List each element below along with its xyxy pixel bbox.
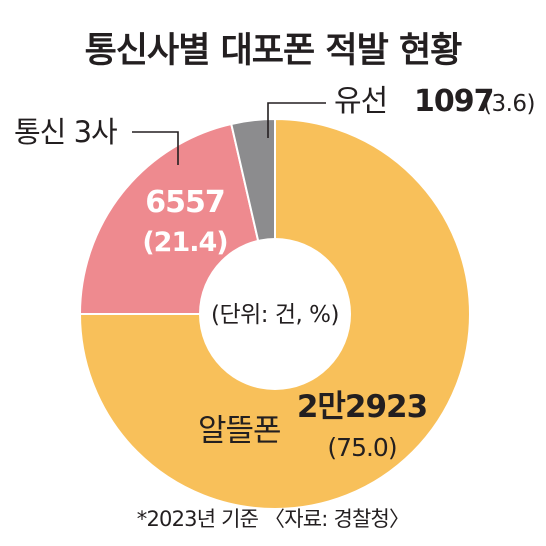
slice-percent-telecom-3: (21.4) <box>142 227 227 258</box>
center-unit-label: (단위: 건, %) <box>211 302 339 328</box>
slice-name-wired: 유선 <box>334 84 387 119</box>
slice-percent-alddeulphone: (75.0) <box>327 433 396 462</box>
chart-title: 통신사별 대포폰 적발 현황 <box>84 31 463 71</box>
slice-name-alddeulphone: 알뜰폰 <box>198 413 281 449</box>
footnote-source: *2023년 기준 〈자료: 경찰청〉 <box>136 507 410 531</box>
leader-line-telecom-3 <box>132 131 179 165</box>
donut-hole <box>199 238 351 390</box>
slice-percent-wired: (3.6) <box>483 91 535 117</box>
slice-labels: 알뜰폰 2만2923 (75.0) 6557 (21.4) 통신 3사 유선 1097(3.6… <box>14 84 536 462</box>
slice-alddeulphone <box>78 117 471 510</box>
leader-line-wired <box>267 102 326 138</box>
slice-value-telecom-3: 6557 <box>145 185 225 220</box>
slice-value-wired: 1097 <box>414 84 494 119</box>
slice-name-telecom-3: 통신 3사 <box>14 115 117 149</box>
slice-value-alddeulphone: 2만2923 <box>297 389 427 425</box>
